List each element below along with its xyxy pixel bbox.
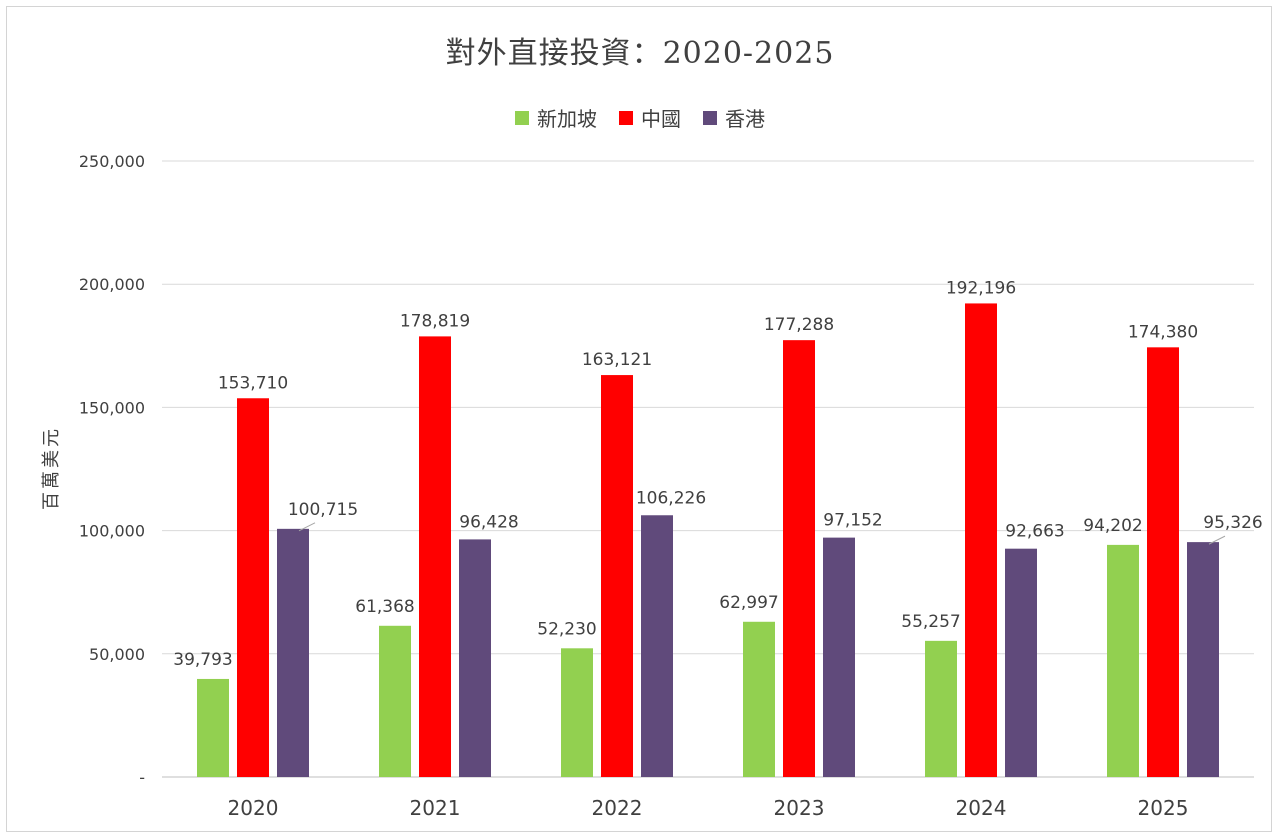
bar <box>965 303 997 777</box>
bar <box>1107 544 1139 777</box>
x-tick-label: 2024 <box>956 796 1007 820</box>
legend-swatch-singapore <box>515 110 529 125</box>
data-label: 163,121 <box>582 350 652 370</box>
data-label: 95,326 <box>1203 513 1262 533</box>
bar <box>277 528 309 777</box>
data-label: 55,257 <box>901 612 960 632</box>
data-label: 192,196 <box>946 278 1016 298</box>
data-label: 177,288 <box>764 315 834 335</box>
legend-swatch-hongkong <box>703 110 717 125</box>
y-tick-label: 200,000 <box>79 275 145 294</box>
legend-label-hongkong: 香港 <box>725 107 765 131</box>
bar <box>419 336 451 777</box>
data-label: 96,428 <box>459 512 518 532</box>
bar <box>1187 542 1219 777</box>
bar <box>1147 347 1179 777</box>
data-label: 153,710 <box>218 373 288 393</box>
bar <box>561 648 593 777</box>
bar <box>783 340 815 777</box>
data-label: 100,715 <box>288 500 358 520</box>
data-label: 94,202 <box>1083 516 1142 536</box>
data-label: 61,368 <box>355 597 414 617</box>
legend-item-china: 中國 <box>619 103 681 132</box>
legend-item-hongkong: 香港 <box>703 103 765 132</box>
x-tick-label: 2021 <box>410 796 461 820</box>
bar <box>197 678 229 777</box>
leader-line <box>1208 535 1226 545</box>
y-tick-label: 250,000 <box>79 152 145 171</box>
legend-swatch-china <box>619 110 633 125</box>
bar <box>601 375 633 777</box>
data-label: 174,380 <box>1128 322 1198 342</box>
x-tick-label: 2022 <box>592 796 643 820</box>
data-label: 39,793 <box>173 650 232 670</box>
x-tick-label: 2025 <box>1138 796 1189 820</box>
bar <box>237 398 269 777</box>
bar <box>925 640 957 777</box>
data-label: 178,819 <box>400 311 470 331</box>
bar <box>459 539 491 777</box>
x-tick-label: 2020 <box>228 796 279 820</box>
bar <box>379 625 411 777</box>
leader-line <box>298 522 316 532</box>
bar <box>743 621 775 777</box>
y-tick-label: 50,000 <box>89 645 145 664</box>
data-label: 62,997 <box>719 593 778 613</box>
legend-label-singapore: 新加坡 <box>537 107 597 131</box>
y-tick-label: 100,000 <box>79 522 145 541</box>
chart-title: 對外直接投資：2020-2025 <box>445 36 835 71</box>
legend-label-china: 中國 <box>641 107 681 131</box>
legend-item-singapore: 新加坡 <box>515 103 597 132</box>
bar <box>823 537 855 777</box>
data-label: 52,230 <box>537 619 596 639</box>
data-label: 92,663 <box>1005 522 1064 542</box>
bar <box>641 515 673 777</box>
chart-legend: 新加坡 中國 香港 <box>0 103 1280 132</box>
data-label: 106,226 <box>636 488 706 508</box>
x-tick-label: 2023 <box>774 796 825 820</box>
data-label: 97,152 <box>823 511 882 531</box>
y-tick-label: - <box>139 768 145 787</box>
bar <box>1005 548 1037 777</box>
y-tick-label: 150,000 <box>79 398 145 417</box>
